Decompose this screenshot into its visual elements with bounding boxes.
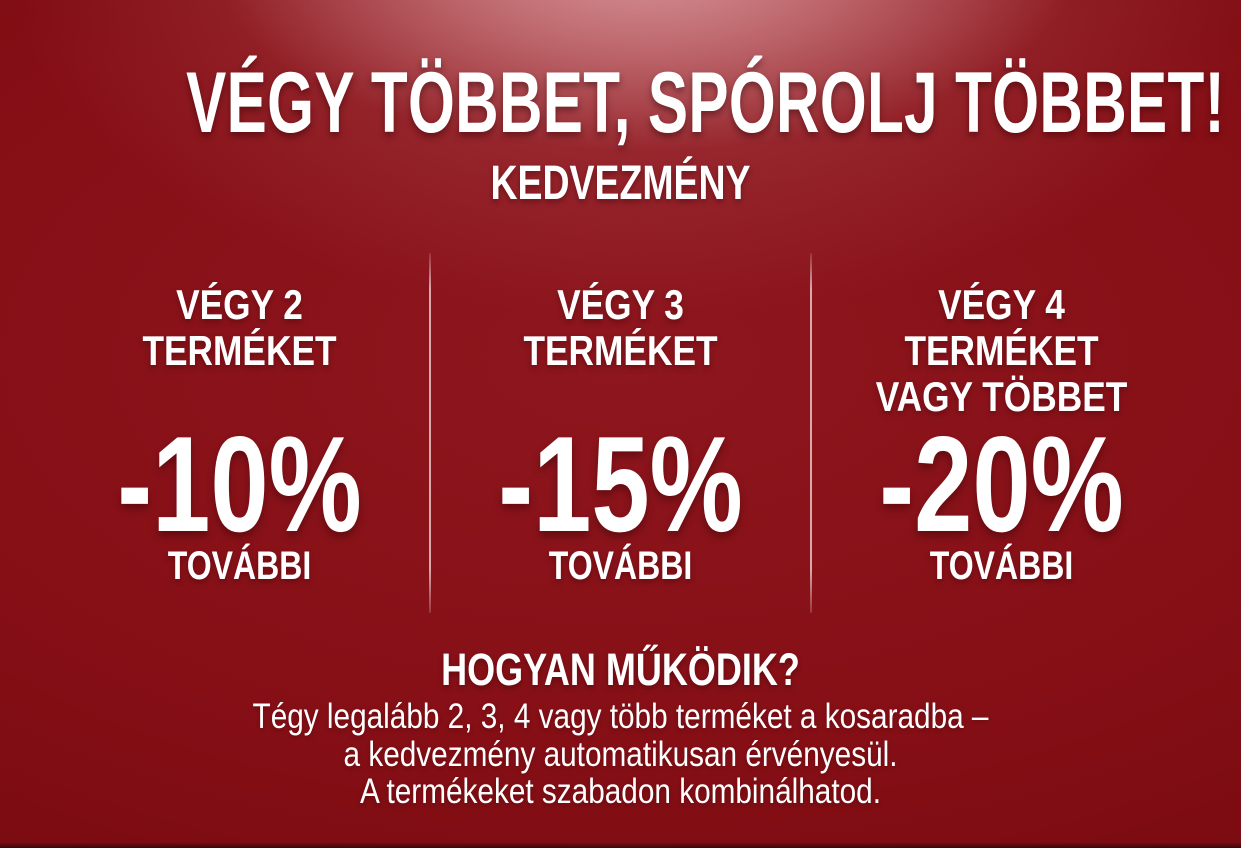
tier-condition-line: TERMÉKET xyxy=(142,327,337,374)
how-it-works-line: a kedvezmény automatikusan érvényesül. xyxy=(343,734,898,774)
banner-title: VÉGY TÖBBET, SPÓROLJ TÖBBET! xyxy=(186,55,1226,151)
how-it-works-section: HOGYAN MŰKÖDIK? Tégy legalább 2, 3, 4 va… xyxy=(0,646,1241,811)
tier-condition: VÉGY 2 TERMÉKET xyxy=(80,282,398,432)
how-it-works-heading: HOGYAN MŰKÖDIK? xyxy=(441,644,800,695)
tier-divider xyxy=(429,253,431,613)
tier-divider xyxy=(810,253,812,613)
discount-tiers: VÉGY 2 TERMÉKET -10% TOVÁBBI VÉGY 3 TERM… xyxy=(50,253,1191,613)
tier-buy-4-plus: VÉGY 4 TERMÉKET VAGY TÖBBET -20% TOVÁBBI xyxy=(812,253,1191,613)
tier-condition-line: VÉGY 3 xyxy=(557,281,684,328)
banner-subtitle: KEDVEZMÉNY xyxy=(490,157,751,210)
tier-condition-line: VÉGY 4 xyxy=(938,281,1065,328)
how-it-works-line: A termékeket szabadon kombinálhatod. xyxy=(360,772,881,811)
tier-buy-3: VÉGY 3 TERMÉKET -15% TOVÁBBI xyxy=(431,253,810,613)
discount-value: -10% xyxy=(117,408,362,560)
discount-value: -20% xyxy=(879,408,1124,560)
how-it-works-line: Tégy legalább 2, 3, 4 vagy több terméket… xyxy=(252,697,989,736)
bottom-edge-shadow xyxy=(0,842,1241,848)
tier-condition-line: TERMÉKET xyxy=(904,327,1099,374)
tier-condition: VÉGY 4 TERMÉKET VAGY TÖBBET xyxy=(842,282,1160,432)
discount-value: -15% xyxy=(498,408,743,560)
tier-buy-2: VÉGY 2 TERMÉKET -10% TOVÁBBI xyxy=(50,253,429,613)
tier-condition: VÉGY 3 TERMÉKET xyxy=(461,282,779,432)
tier-condition-line: VÉGY 2 xyxy=(176,281,303,328)
tier-condition-line: TERMÉKET xyxy=(523,327,718,374)
how-it-works-text: Tégy legalább 2, 3, 4 vagy több terméket… xyxy=(93,698,1148,811)
tier-condition-line: VAGY TÖBBET xyxy=(875,373,1128,420)
discount-qualifier: TOVÁBBI xyxy=(548,544,693,588)
discount-qualifier: TOVÁBBI xyxy=(929,544,1074,588)
discount-qualifier: TOVÁBBI xyxy=(167,544,312,588)
